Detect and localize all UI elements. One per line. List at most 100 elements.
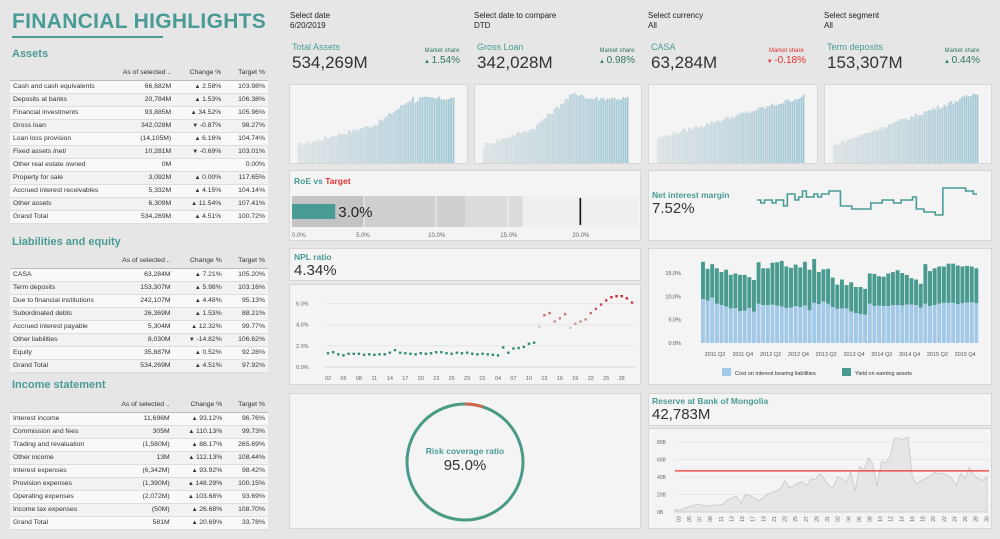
- compare-filter[interactable]: Select date to compare DTD: [474, 11, 556, 31]
- market-share: Market share0.44%: [944, 48, 981, 68]
- column-header[interactable]: Target %: [224, 256, 268, 269]
- column-header[interactable]: Change %: [172, 400, 226, 413]
- trend-bar: [967, 96, 970, 164]
- npl-x-tick: 08: [356, 376, 362, 382]
- table-row[interactable]: Interest expenses(6,342M)93.92%98.42%: [10, 464, 268, 478]
- trend-bar: [538, 122, 541, 164]
- npl-point: [558, 317, 562, 320]
- row-value: 10,281M: [102, 145, 175, 159]
- yield-bar: [784, 266, 789, 308]
- trend-bar: [347, 130, 350, 164]
- npl-point: [337, 353, 340, 356]
- segment-filter[interactable]: Select segment All: [824, 11, 879, 31]
- table-row[interactable]: Other real estate owned 0M 0.00%: [10, 158, 268, 172]
- column-header[interactable]: Change %: [173, 256, 225, 269]
- npl-point: [440, 351, 443, 354]
- filter-value[interactable]: All: [824, 21, 833, 30]
- yield-bar: [974, 268, 979, 304]
- trend-bar: [359, 128, 362, 164]
- currency-filter[interactable]: Select currency All: [648, 11, 703, 31]
- column-header[interactable]: As of selected ..: [102, 400, 173, 413]
- yield-bar: [775, 262, 780, 306]
- column-header[interactable]: [10, 256, 102, 269]
- yield-bar: [969, 266, 974, 303]
- table-row[interactable]: Other income13M112.13%108.44%: [10, 451, 268, 465]
- risk-title: Risk coverage ratio: [425, 446, 505, 456]
- trend-bar: [345, 134, 348, 164]
- yield-bar: [853, 287, 858, 314]
- trend-bar: [608, 99, 611, 164]
- cost-bar: [793, 306, 798, 343]
- trend-bar: [307, 141, 310, 164]
- row-label: Trading and revaluation: [10, 438, 102, 452]
- table-row[interactable]: Loan loss provision(14,105M)6.16%104.74%: [10, 132, 268, 146]
- casa-trend-card: [648, 84, 818, 164]
- table-row[interactable]: Operating expenses(2,072M)103.68%93.69%: [10, 490, 268, 504]
- trend-bar: [800, 97, 803, 164]
- table-row[interactable]: Financial investments93,885M34.52%105.96…: [10, 106, 268, 120]
- npl-point: [563, 312, 567, 316]
- reserve-x-tick: 06: [857, 516, 863, 522]
- filter-value[interactable]: DTD: [474, 21, 491, 30]
- table-row[interactable]: Grand Total581M20.69%33.78%: [10, 516, 268, 530]
- column-header[interactable]: [10, 400, 102, 413]
- trend-bar: [509, 137, 512, 164]
- trend-bar: [699, 126, 702, 164]
- reserve-x-tick: 24: [952, 516, 958, 522]
- trend-bar: [780, 103, 783, 164]
- yield-bar: [807, 269, 812, 311]
- trend-bar: [553, 108, 556, 164]
- table-row[interactable]: Cash and cash equivalents66,682M2.58%103…: [10, 80, 268, 94]
- npl-point: [393, 348, 397, 352]
- trend-bar: [936, 105, 939, 164]
- trend-bar: [789, 101, 792, 164]
- row-change: 1.53%: [173, 307, 225, 321]
- date-filter[interactable]: Select date 6/20/2019: [290, 11, 330, 31]
- trend-bar: [768, 106, 771, 164]
- column-header[interactable]: [10, 68, 102, 81]
- cost-bar: [826, 303, 831, 343]
- cost-bar: [904, 304, 909, 343]
- row-value: (6,342M): [102, 464, 173, 478]
- trend-bar: [388, 113, 391, 164]
- table-row[interactable]: Fixed assets /net/10,281M-0.69%103.01%: [10, 145, 268, 159]
- trend-bar: [566, 98, 569, 164]
- column-header[interactable]: As of selected ..: [102, 256, 174, 269]
- filter-value[interactable]: 6/20/2019: [290, 21, 326, 30]
- table-row[interactable]: Provision expenses(1,390M)148.29%100.15%: [10, 477, 268, 491]
- column-header[interactable]: Change %: [174, 68, 225, 81]
- column-header[interactable]: Target %: [225, 400, 268, 413]
- column-header[interactable]: Target %: [224, 68, 268, 81]
- row-value: 3,092M: [102, 171, 175, 185]
- row-change: 5.98%: [173, 281, 225, 295]
- row-label: Grand Total: [10, 210, 102, 224]
- trend-bar: [564, 99, 567, 164]
- table-row[interactable]: Accrued interest payable5,304M12.32%99.7…: [10, 320, 268, 334]
- table-row[interactable]: Income tax expenses(50M)26.68%108.70%: [10, 503, 268, 517]
- column-header[interactable]: As of selected ..: [102, 68, 175, 81]
- trend-bar: [580, 94, 583, 164]
- table-row[interactable]: Due to financial institutions242,107M4.4…: [10, 294, 268, 308]
- table-row[interactable]: Accrued interest receivables5,332M4.15%1…: [10, 184, 268, 198]
- table-row[interactable]: Trading and revaluation(1,580M)88.17%265…: [10, 438, 268, 452]
- yield-bar: [918, 283, 923, 308]
- npl-point: [357, 352, 361, 355]
- table-row[interactable]: Commission and fees305M110.13%99.73%: [10, 425, 268, 439]
- row-target: 100.15%: [225, 477, 268, 491]
- yield-bar: [858, 287, 863, 315]
- trend-bar: [312, 141, 315, 164]
- filter-value[interactable]: All: [648, 21, 657, 30]
- npl-point: [414, 353, 417, 356]
